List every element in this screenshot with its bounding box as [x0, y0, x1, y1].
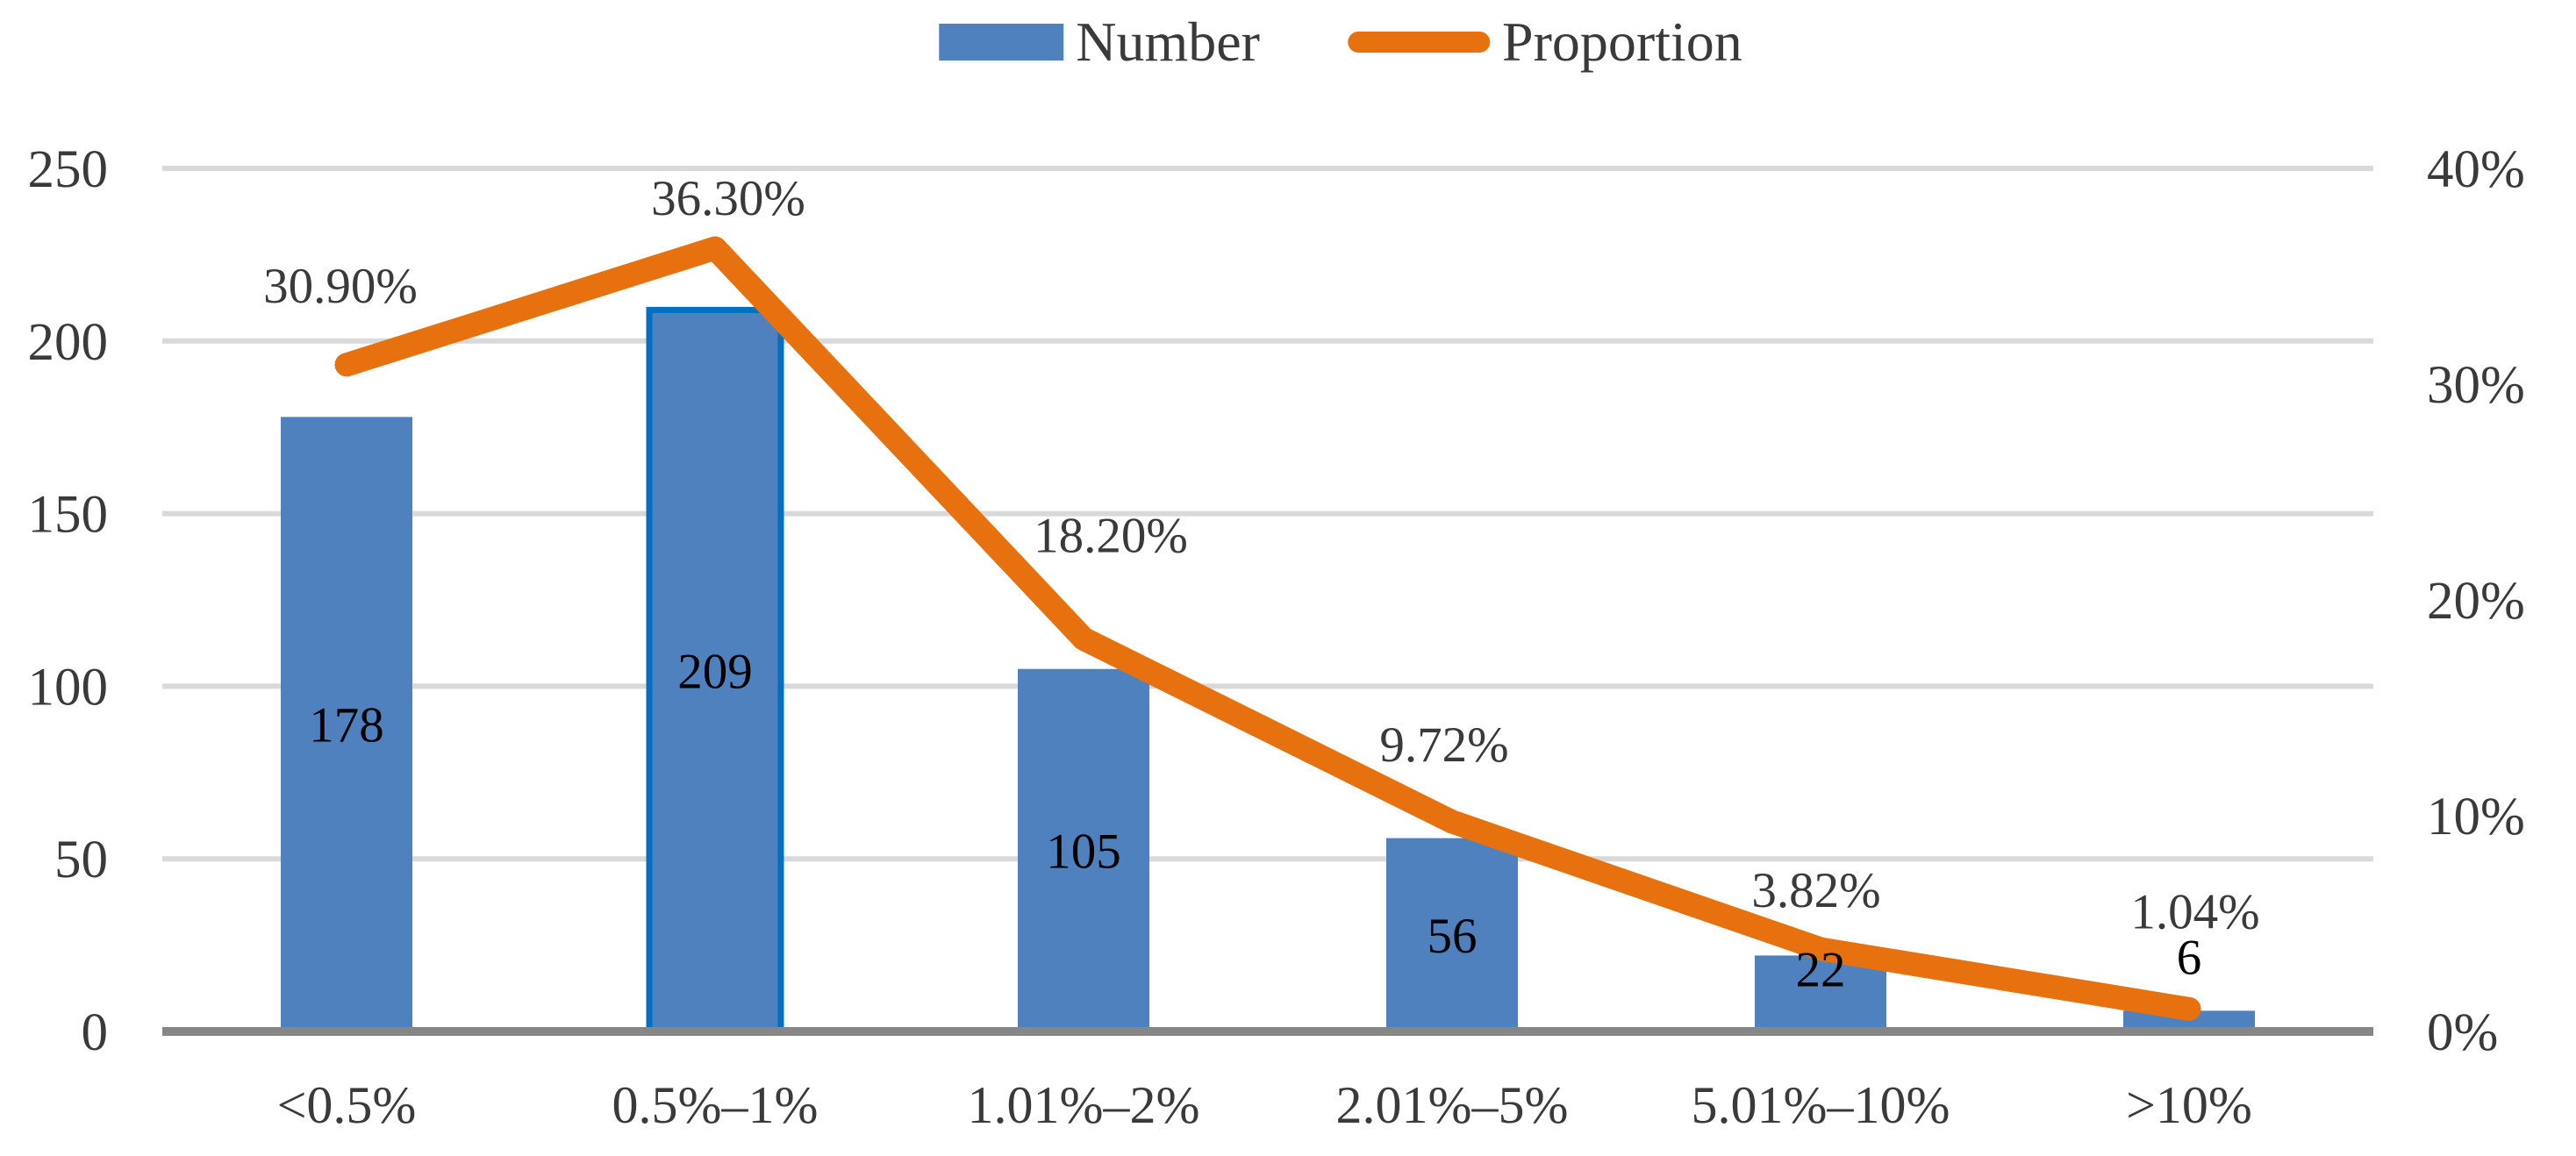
line-value-label: 3.82%: [1751, 863, 1880, 918]
bar-value-label: 6: [2177, 930, 2202, 985]
bar-value-label: 56: [1428, 909, 1478, 964]
category-label: 0.5%–1%: [612, 1076, 819, 1134]
bar-1: [281, 417, 412, 1032]
right-axis-tick: 10%: [2427, 788, 2525, 846]
line-value-label: 36.30%: [651, 171, 805, 226]
bar-value-label: 209: [677, 645, 753, 700]
category-label: <0.5%: [277, 1076, 417, 1134]
right-axis-tick: 30%: [2427, 356, 2525, 415]
left-axis-tick: 100: [28, 658, 109, 717]
category-label: 1.01%–2%: [968, 1076, 1200, 1134]
legend-line-swatch: [1347, 32, 1490, 53]
legend-item-proportion: Proportion: [1347, 11, 1742, 73]
bar-value-label: 105: [1046, 824, 1121, 879]
right-axis-tick: 0%: [2427, 1003, 2498, 1062]
line-value-label: 9.72%: [1379, 717, 1508, 773]
right-axis-tick: 40%: [2427, 140, 2525, 199]
legend: Number Proportion: [939, 5, 1742, 79]
left-axis-tick: 200: [28, 313, 109, 372]
bar-value-label: 22: [1796, 943, 1846, 998]
category-label: 5.01%–10%: [1692, 1076, 1950, 1134]
right-axis-tick: 20%: [2427, 572, 2525, 631]
bar-4: [1386, 838, 1518, 1031]
line-value-label: 18.20%: [1034, 508, 1188, 563]
line-value-label: 1.04%: [2130, 884, 2259, 939]
left-axis-tick: 250: [28, 140, 109, 199]
left-axis-tick: 150: [28, 486, 109, 545]
legend-item-number: Number: [939, 14, 1260, 70]
left-axis-tick: 0: [82, 1003, 109, 1062]
bar-2: [646, 306, 784, 1035]
category-label: >10%: [2126, 1076, 2252, 1134]
legend-bar-swatch: [939, 24, 1064, 61]
bar-6: [2123, 1010, 2255, 1031]
legend-label-number: Number: [1076, 11, 1260, 73]
bar-value-label: 178: [309, 698, 384, 753]
bar-3: [1018, 668, 1149, 1031]
proportion-line: [334, 236, 2201, 1021]
line-value-label: 30.90%: [263, 259, 418, 314]
category-label: 2.01%–5%: [1336, 1076, 1569, 1134]
legend-label-proportion: Proportion: [1501, 11, 1742, 73]
left-axis-tick: 50: [54, 831, 108, 889]
